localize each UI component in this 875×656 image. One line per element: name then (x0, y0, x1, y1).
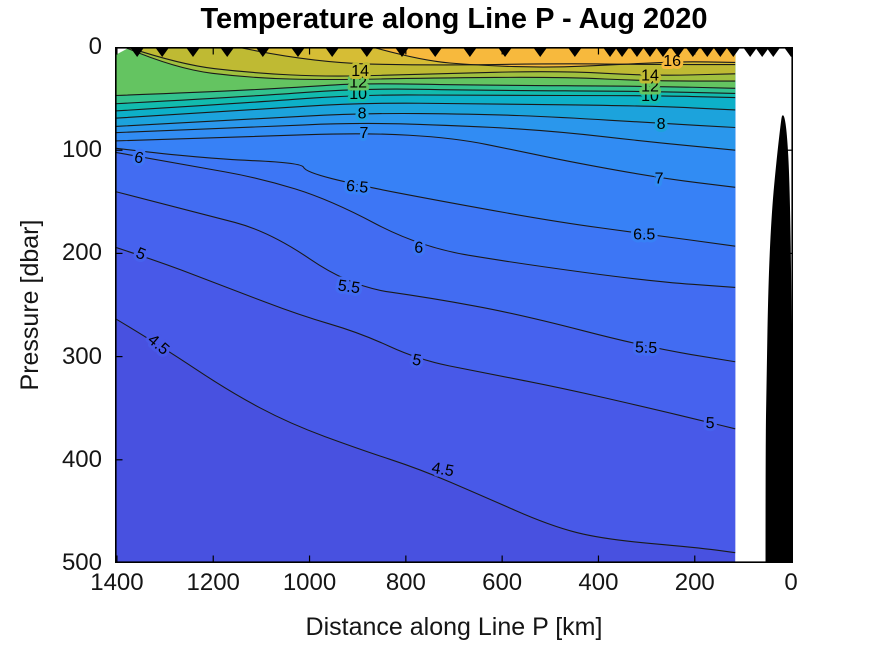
x-tick-label: 600 (482, 569, 523, 596)
contour-label-12: 12 (349, 75, 367, 92)
station-marker-icon (686, 48, 700, 57)
station-marker-icon (630, 48, 644, 57)
station-marker-icon (130, 48, 144, 57)
contour-label-14: 14 (641, 67, 659, 84)
y-tick-label: 100 (61, 136, 102, 164)
contour-label-8: 8 (358, 106, 367, 123)
contour-line-7 (114, 133, 736, 188)
station-marker-icon (395, 48, 409, 57)
x-tick-label: 1000 (282, 569, 337, 596)
contour-line-13 (123, 46, 736, 82)
x-tick-label: 400 (578, 569, 619, 596)
y-tick-label: 400 (61, 445, 102, 473)
station-marker-icon (186, 48, 200, 57)
y-tick-label: 500 (61, 549, 102, 576)
x-tick-label: 0 (784, 569, 798, 596)
station-marker-icon (220, 48, 234, 57)
station-marker-icon (766, 48, 780, 57)
chart-title: Temperature along Line P - Aug 2020 (200, 3, 708, 35)
contour-line-16 (371, 46, 736, 68)
plot-area: 4.5 4.5 5 5 5 5.5 5.5 6 6 6.5 6.5 7 7 8 8 10 10 12 12 14 14 1… (114, 42, 798, 564)
contour-label-5.5: 5.5 (635, 339, 658, 357)
x-axis-label: Distance along Line P [km] (305, 613, 603, 641)
x-tick-label: 1200 (186, 569, 240, 596)
contour-line-6 (114, 151, 736, 289)
contour-line-8 (114, 112, 736, 129)
x-tick-label: 800 (385, 569, 426, 596)
plot-frame (115, 47, 794, 564)
station-marker-icon (726, 48, 740, 57)
contour-label-6.5: 6.5 (633, 226, 655, 243)
contour-label-8: 8 (657, 116, 666, 133)
contour-label-6.5: 6.5 (345, 178, 369, 197)
contour-label-14: 14 (351, 63, 369, 80)
no-data-notch (115, 47, 131, 56)
station-marker-icon (743, 48, 757, 57)
contour-line-14 (126, 46, 736, 77)
station-marker-icon (360, 48, 374, 57)
contour-line-7.5 (114, 122, 736, 151)
station-marker-icon (615, 48, 629, 57)
station-marker-icon (325, 48, 339, 57)
y-tick-label: 200 (61, 239, 102, 267)
station-marker-icon (463, 48, 477, 57)
contour-line-11 (114, 88, 736, 105)
contour-line-12 (114, 83, 736, 97)
x-tick-label: 200 (674, 569, 715, 596)
x-tick-label: 1400 (90, 569, 144, 596)
station-marker-icon (656, 48, 670, 57)
contour-line-5.5 (114, 190, 736, 363)
station-marker-icon (671, 48, 685, 57)
contour-label-10: 10 (641, 88, 659, 105)
y-tick-label: 0 (88, 33, 102, 60)
contour-label-12: 12 (641, 79, 659, 96)
contour-label-5.5: 5.5 (337, 277, 361, 297)
bathymetry-shape (765, 115, 793, 564)
station-marker-icon (643, 48, 657, 57)
contour-label-10: 10 (349, 86, 367, 103)
station-marker-icon (713, 48, 727, 57)
station-marker-icon (755, 48, 769, 57)
station-marker-icon (428, 48, 442, 57)
station-marker-icon (256, 48, 270, 57)
station-marker-icon (155, 48, 169, 57)
y-tick-label: 300 (61, 342, 102, 370)
contour-label-7: 7 (359, 125, 368, 142)
contour-line-5 (114, 246, 736, 430)
contour-line-9 (114, 102, 736, 119)
contour-label-7: 7 (655, 171, 664, 188)
station-marker-icon (568, 48, 582, 57)
contour-line-10 (114, 94, 736, 112)
contour-label-6: 6 (414, 239, 424, 257)
station-marker-icon (498, 48, 512, 57)
contour-label-5: 5 (705, 415, 715, 432)
station-marker-icon (291, 48, 305, 57)
station-marker-icon (533, 48, 547, 57)
station-marker-icon (700, 48, 714, 57)
y-axis-label: Pressure [dbar] (16, 219, 44, 391)
station-marker-icon (603, 48, 617, 57)
contour-line-6.5 (114, 147, 736, 247)
contour-line-4.5 (114, 317, 736, 554)
